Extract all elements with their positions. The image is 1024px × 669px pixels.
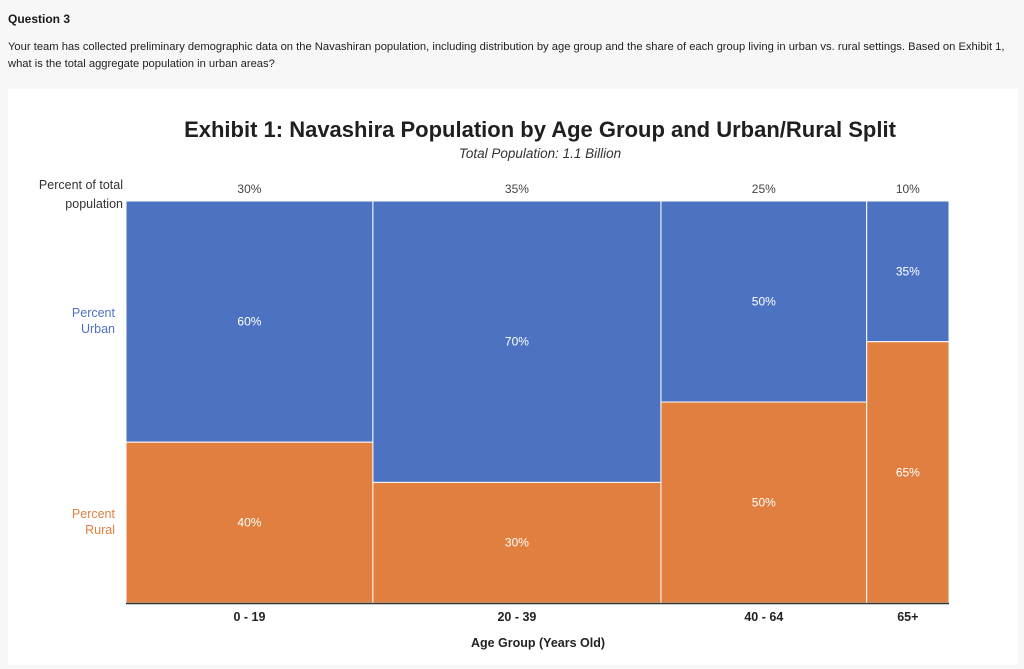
urban-value-label: 60% (237, 315, 261, 329)
rural-segment (866, 341, 950, 604)
y-axis-label-line1: Percent of total (39, 178, 123, 192)
rural-label-line1: Percent (72, 507, 116, 521)
category-label: 65+ (897, 610, 918, 624)
category-label: 0 - 19 (233, 610, 265, 624)
category-label: 40 - 64 (744, 610, 783, 624)
urban-label-line1: Percent (72, 306, 116, 320)
chart-marks: 60% 40% 30% 0 - 19 70% 30% 35% 20 - 39 50% 50% 25%… (125, 182, 950, 624)
column-width-label: 25% (752, 182, 776, 196)
question-text: Your team has collected preliminary demo… (8, 41, 1005, 70)
y-axis-label-line2: population (65, 197, 123, 211)
rural-segment (660, 401, 868, 604)
chart-title: Exhibit 1: Navashira Population by Age G… (184, 117, 897, 142)
urban-value-label: 35% (896, 264, 920, 278)
x-axis-title: Age Group (Years Old) (471, 636, 605, 650)
rural-value-label: 50% (752, 496, 776, 510)
rural-segment (372, 481, 662, 604)
mekko-chart-svg: Exhibit 1: Navashira Population by Age G… (39, 117, 950, 650)
rural-segment (125, 441, 374, 604)
rural-label-line2: Rural (85, 523, 115, 537)
question-block: Question 3 Your team has collected preli… (0, 0, 1024, 88)
column-width-label: 35% (505, 182, 529, 196)
urban-segment (125, 200, 374, 443)
rural-value-label: 30% (505, 536, 529, 550)
rural-value-label: 65% (896, 465, 920, 479)
urban-value-label: 50% (752, 295, 776, 309)
urban-segment (372, 200, 662, 483)
column-width-label: 10% (896, 182, 920, 196)
rural-value-label: 40% (237, 516, 261, 530)
chart-subtitle: Total Population: 1.1 Billion (459, 146, 621, 161)
urban-value-label: 70% (505, 335, 529, 349)
exhibit-chart: Exhibit 1: Navashira Population by Age G… (8, 89, 1018, 665)
urban-segment (660, 200, 868, 403)
question-title: Question 3 (8, 12, 71, 26)
urban-label-line2: Urban (81, 322, 115, 336)
column-width-label: 30% (237, 182, 261, 196)
category-label: 20 - 39 (497, 610, 536, 624)
